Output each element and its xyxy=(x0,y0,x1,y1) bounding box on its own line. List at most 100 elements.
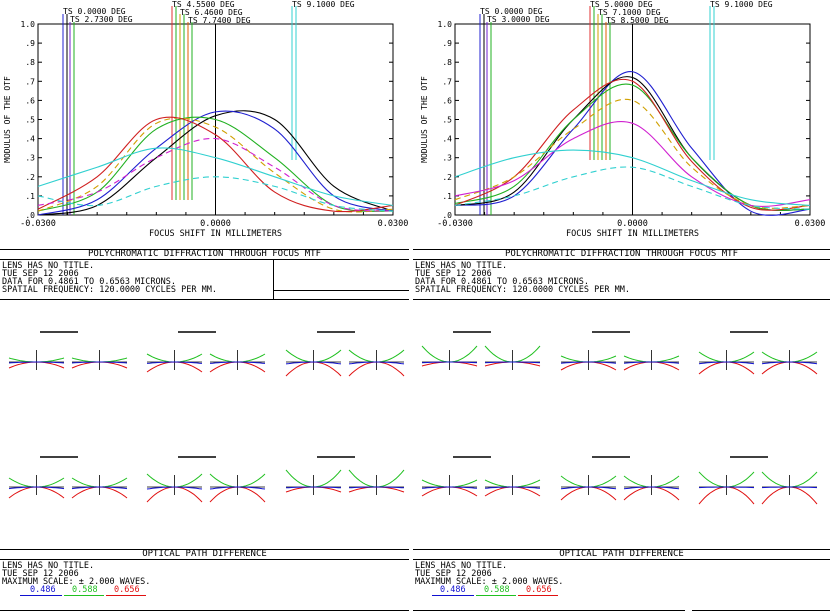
opd-curve xyxy=(484,486,541,489)
x-tick-label: 0.0000 xyxy=(200,219,231,229)
opd-curve xyxy=(623,486,680,490)
field-label: TS 3.0000 DEG xyxy=(487,15,550,24)
opd-curve xyxy=(761,361,818,365)
mtf-left-line-4: SPATIAL FREQUENCY: 120.0000 CYCLES PER M… xyxy=(2,285,217,295)
divider xyxy=(413,249,830,250)
opd-fan xyxy=(8,456,128,499)
x-tick-label: 0.0300 xyxy=(795,219,826,229)
field-label: TS 2.7300 DEG xyxy=(70,15,133,24)
opd-right-wl-2: 0.588 xyxy=(484,585,510,595)
y-tick-label: .6 xyxy=(25,96,35,105)
divider xyxy=(0,259,409,260)
x-tick-label: -0.0300 xyxy=(20,219,56,229)
divider xyxy=(0,299,409,300)
opd-curve xyxy=(484,361,541,364)
wl-underline xyxy=(106,595,146,596)
opd-left-wl-2: 0.588 xyxy=(72,585,98,595)
field-label: TS 5.0000 DEG xyxy=(590,0,653,9)
opd-curve xyxy=(421,361,478,364)
y-tick-label: .4 xyxy=(25,135,35,144)
divider xyxy=(692,610,830,611)
opd-curve xyxy=(285,361,342,365)
y-tick-label: .1 xyxy=(442,192,452,201)
opd-fan xyxy=(421,331,541,370)
divider xyxy=(413,610,685,611)
opd-curve xyxy=(560,361,617,364)
y-tick-label: .5 xyxy=(25,116,35,125)
opd-curve xyxy=(8,361,65,364)
field-label: TS 7.1000 DEG xyxy=(598,8,661,17)
mtf-chart-right: .0 .1 .2 .3 .4 .5 .6 .7 .8 .9 1.0 -0.0300 0.0000 0.03… xyxy=(420,0,826,239)
mtf-right-line-2: TUE SEP 12 2006 xyxy=(415,269,492,279)
mtf-right-header: POLYCHROMATIC DIFFRACTION THROUGH FOCUS … xyxy=(505,249,738,259)
y-tick-label: .8 xyxy=(442,58,452,67)
opd-fan xyxy=(146,331,266,373)
divider xyxy=(273,290,409,291)
opd-curve xyxy=(285,486,342,489)
opd-right-line-1: LENS HAS NO TITLE. xyxy=(415,561,508,571)
wl-underline xyxy=(518,595,558,596)
divider xyxy=(0,559,409,560)
opd-curve xyxy=(761,486,818,489)
field-label: TS 7.7400 DEG xyxy=(188,16,251,25)
y-tick-label: .6 xyxy=(442,96,452,105)
opd-curve xyxy=(8,486,65,490)
opd-fan xyxy=(560,331,680,371)
x-tick-label: 0.0300 xyxy=(378,219,409,229)
mtf-curve xyxy=(37,147,394,206)
opd-left-header: OPTICAL PATH DIFFERENCE xyxy=(142,549,267,559)
divider xyxy=(0,549,409,550)
mtf-curve xyxy=(454,71,811,216)
opd-curve xyxy=(698,486,755,489)
opd-curve xyxy=(71,361,128,364)
y-tick-label: 1.0 xyxy=(438,20,453,29)
mtf-right-line-4: SPATIAL FREQUENCY: 120.0000 CYCLES PER M… xyxy=(415,285,630,295)
y-tick-label: .3 xyxy=(442,154,452,163)
mtf-left-header: POLYCHROMATIC DIFFRACTION THROUGH FOCUS … xyxy=(88,249,321,259)
opd-curve xyxy=(698,361,755,365)
opd-curve xyxy=(348,361,405,365)
y-tick-label: .7 xyxy=(442,77,452,86)
opd-curve xyxy=(560,486,617,490)
opd-curve xyxy=(623,361,680,364)
opd-left-line-1: LENS HAS NO TITLE. xyxy=(2,561,95,571)
mtf-curve xyxy=(454,149,811,206)
mtf-curve xyxy=(454,121,811,207)
opd-fan-plots xyxy=(8,331,818,505)
divider xyxy=(0,249,409,250)
field-label: TS 8.5000 DEG xyxy=(606,16,669,25)
field-label: TS 4.5500 DEG xyxy=(172,0,235,9)
opd-fan xyxy=(698,331,818,375)
opd-fan xyxy=(421,456,541,497)
y-tick-label: .9 xyxy=(25,39,35,48)
field-label: TS 6.4600 DEG xyxy=(180,8,243,17)
x-tick-label: 0.0000 xyxy=(617,219,648,229)
opd-curve xyxy=(209,361,266,364)
y-axis-label: MODULUS OF THE OTF xyxy=(420,76,429,163)
opd-fan xyxy=(285,331,405,377)
x-axis-label: FOCUS SHIFT IN MILLIMETERS xyxy=(149,229,282,239)
y-axis-label: MODULUS OF THE OTF xyxy=(3,76,12,163)
mtf-curve xyxy=(37,176,394,212)
opd-right-line-3: MAXIMUM SCALE: ± 2.000 WAVES. xyxy=(415,577,564,587)
mtf-chart-left: .0 .1 .2 .3 .4 .5 .6 .7 .8 .9 1.0 -0.0300 0.0000 0.03… xyxy=(3,0,409,239)
y-tick-label: .2 xyxy=(442,173,452,182)
wl-underline xyxy=(64,595,104,596)
opd-fan xyxy=(698,456,818,505)
field-label: TS 9.1000 DEG xyxy=(292,0,355,9)
divider xyxy=(0,610,409,611)
opd-curve xyxy=(71,486,128,490)
mtf-curve xyxy=(454,166,811,210)
mtf-right-line-3: DATA FOR 0.4861 TO 0.6563 MICRONS. xyxy=(415,277,589,287)
opd-fan xyxy=(8,331,128,370)
opd-right-wl-1: 0.486 xyxy=(440,585,466,595)
opd-curve xyxy=(146,361,203,364)
opd-curve xyxy=(209,486,266,490)
field-label: TS 0.0000 DEG xyxy=(63,7,126,16)
opd-fan xyxy=(285,456,405,495)
mtf-left-line-1: LENS HAS NO TITLE. xyxy=(2,261,95,271)
mtf-curve xyxy=(454,98,811,209)
mtf-left-line-3: DATA FOR 0.4861 TO 0.6563 MICRONS. xyxy=(2,277,176,287)
y-tick-label: 1.0 xyxy=(21,20,36,29)
opd-left-wl-1: 0.486 xyxy=(30,585,56,595)
